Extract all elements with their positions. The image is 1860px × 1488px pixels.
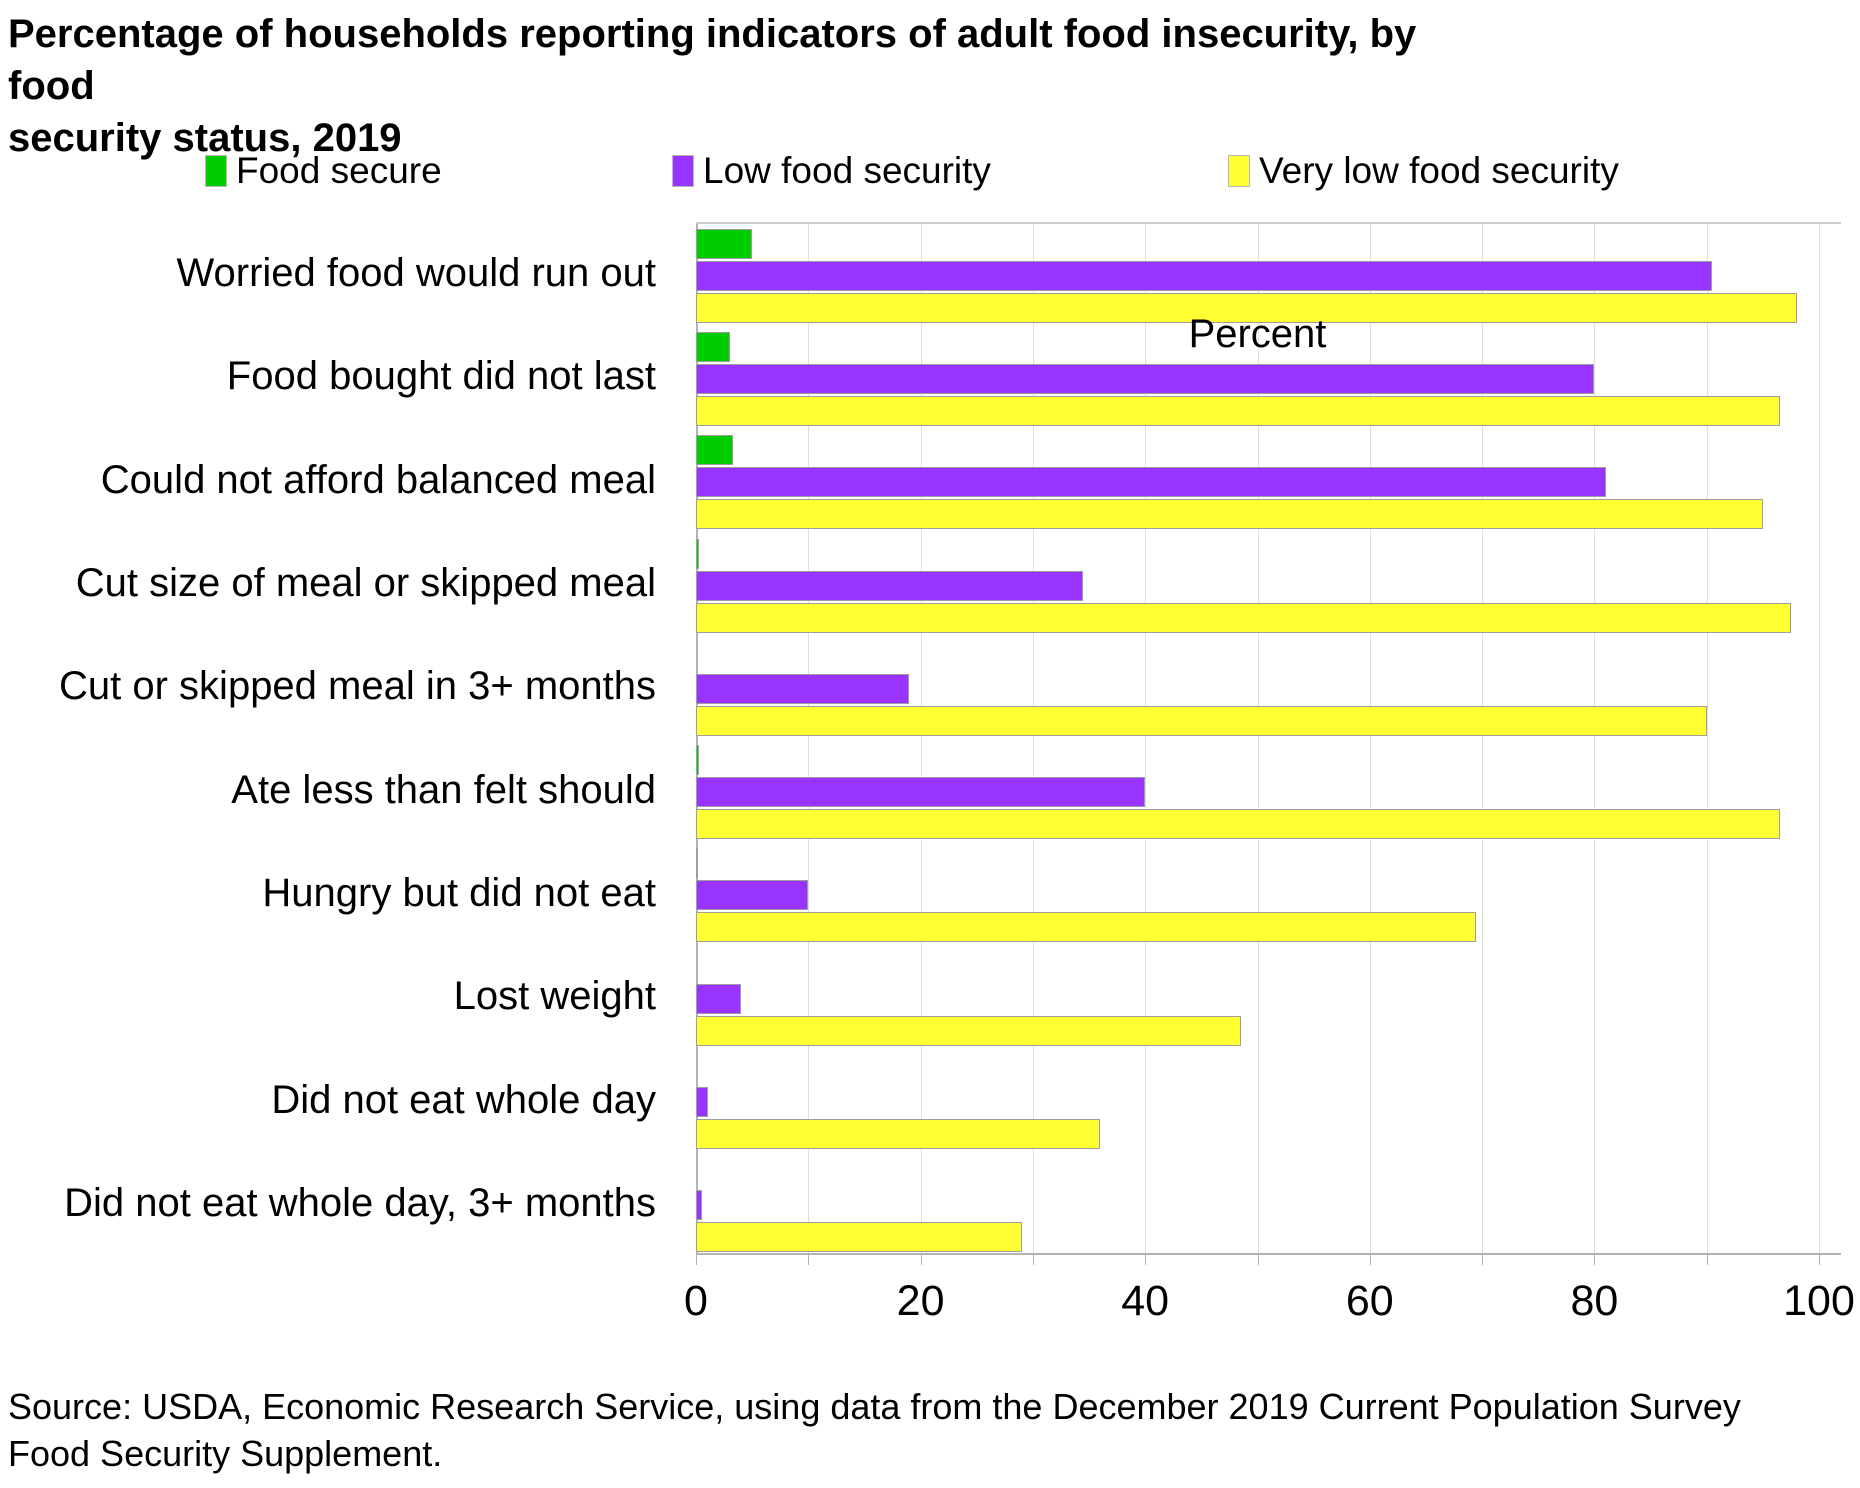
tick-mark — [808, 1255, 810, 1265]
legend-label: Low food security — [703, 150, 991, 191]
category-label: Ate less than felt should — [231, 767, 656, 812]
category-label: Food bought did not last — [226, 354, 656, 399]
bar-low-food-security — [696, 673, 910, 704]
bar-food-secure — [696, 228, 753, 259]
tick-mark — [920, 1255, 922, 1265]
bar-group-row — [696, 637, 1841, 740]
tick-mark — [1819, 1255, 1820, 1265]
bar-low-food-security — [696, 260, 1713, 291]
bar-very-low-food-security — [696, 1119, 1101, 1150]
x-tick-label: 0 — [684, 1277, 708, 1325]
legend-label: Very low food security — [1259, 150, 1619, 191]
gridline — [1482, 224, 1484, 1253]
chart-title: Percentage of households reporting indic… — [8, 8, 1508, 164]
bar-very-low-food-security — [696, 912, 1477, 943]
bar-very-low-food-security — [696, 705, 1707, 736]
low-food-security-swatch-icon — [672, 155, 694, 187]
tick-mark — [1482, 1255, 1484, 1265]
bar-food-secure — [696, 435, 734, 466]
plot-area — [696, 222, 1841, 1255]
legend-item-low-food-security: Low food security — [672, 150, 991, 192]
source-note-line2: Food Security Supplement. — [8, 1433, 443, 1475]
gridline — [1594, 224, 1596, 1253]
legend-label: Food secure — [236, 150, 442, 191]
bar-food-secure — [696, 745, 700, 776]
category-label: Did not eat whole day, 3+ months — [64, 1180, 656, 1225]
category-label: Hungry but did not eat — [262, 870, 656, 915]
bar-group-row — [696, 327, 1841, 430]
x-tick-label: 80 — [1570, 1277, 1619, 1325]
bar-group-row — [696, 431, 1841, 534]
bar-group-row — [696, 947, 1841, 1050]
tick-mark — [696, 1255, 697, 1265]
axis-zero-line — [696, 224, 698, 1253]
gridline — [1257, 224, 1259, 1253]
bar-low-food-security — [696, 570, 1084, 601]
tick-mark — [1594, 1255, 1596, 1265]
x-axis-title: Percent — [1188, 312, 1327, 356]
bar-group-row — [696, 740, 1841, 843]
x-tick-label: 40 — [1121, 1277, 1170, 1325]
source-note: Source: USDA, Economic Research Service,… — [8, 1383, 1848, 1478]
bar-group-row — [696, 1154, 1841, 1257]
bar-very-low-food-security — [696, 499, 1763, 530]
tick-mark — [1706, 1255, 1708, 1265]
gridline — [1819, 224, 1820, 1253]
legend-item-very-low-food-security: Very low food security — [1228, 150, 1619, 192]
bar-low-food-security — [696, 983, 741, 1014]
bar-very-low-food-security — [696, 292, 1797, 323]
x-tick-label: 100 — [1783, 1277, 1855, 1325]
category-label: Did not eat whole day — [271, 1077, 656, 1122]
bar-very-low-food-security — [696, 809, 1780, 840]
bar-low-food-security — [696, 1190, 702, 1221]
bar-group-row — [696, 224, 1841, 327]
bar-group-row — [696, 1050, 1841, 1153]
tick-mark — [1145, 1255, 1147, 1265]
tick-mark — [1032, 1255, 1034, 1265]
gridline — [1145, 224, 1147, 1253]
source-note-line1: Source: USDA, Economic Research Service,… — [8, 1385, 1741, 1427]
chart-title-line1: Percentage of households reporting indic… — [8, 12, 1417, 108]
bar-low-food-security — [696, 880, 809, 911]
gridline — [1032, 224, 1034, 1253]
bar-very-low-food-security — [696, 1015, 1241, 1046]
category-labels: Worried food would run out Food bought di… — [0, 222, 676, 1255]
very-low-food-security-swatch-icon — [1228, 155, 1250, 187]
bar-group-row — [696, 844, 1841, 947]
bar-very-low-food-security — [696, 602, 1791, 633]
chart-area: Worried food would run out Food bought di… — [0, 222, 1860, 1325]
bar-very-low-food-security — [696, 1222, 1022, 1253]
plot-wrap: 0 20 40 60 80 100 Percent — [684, 222, 1855, 1325]
chart-title-line2: security status, 2019 — [8, 116, 402, 160]
tick-mark — [1369, 1255, 1371, 1265]
x-tick-label: 60 — [1345, 1277, 1394, 1325]
category-label: Cut size of meal or skipped meal — [75, 561, 656, 606]
gridline — [808, 224, 810, 1253]
x-axis-ticks: 0 20 40 60 80 100 — [684, 1255, 1855, 1385]
legend: Food secure Low food security Very low f… — [0, 150, 1860, 198]
gridline — [1369, 224, 1371, 1253]
food-secure-swatch-icon — [205, 155, 227, 187]
bar-low-food-security — [696, 467, 1606, 498]
gridline — [1706, 224, 1708, 1253]
legend-item-food-secure: Food secure — [205, 150, 442, 192]
category-label: Lost weight — [453, 974, 656, 1019]
category-label: Cut or skipped meal in 3+ months — [59, 664, 656, 709]
category-label: Could not afford balanced meal — [100, 457, 656, 502]
category-label: Worried food would run out — [176, 251, 656, 296]
bar-food-secure — [696, 848, 698, 879]
bar-group-row — [696, 534, 1841, 637]
bar-low-food-security — [696, 777, 1146, 808]
gridline — [920, 224, 922, 1253]
bar-low-food-security — [696, 1087, 709, 1118]
bar-food-secure — [696, 331, 730, 362]
bar-low-food-security — [696, 363, 1595, 394]
x-tick-label: 20 — [896, 1277, 945, 1325]
tick-mark — [1257, 1255, 1259, 1265]
bar-food-secure — [696, 538, 700, 569]
bar-very-low-food-security — [696, 395, 1780, 426]
